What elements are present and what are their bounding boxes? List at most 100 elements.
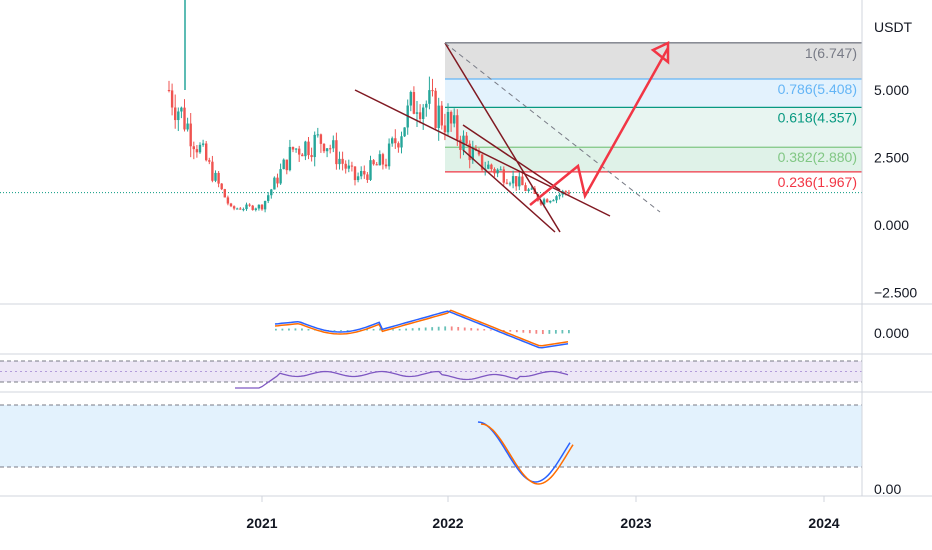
macd-histogram-bar — [366, 329, 368, 331]
macd-panel[interactable] — [274, 309, 570, 349]
macd-histogram-bar — [294, 328, 297, 331]
candle-body — [508, 183, 512, 185]
wedge-upper-line[interactable] — [462, 124, 561, 191]
candle-body — [279, 169, 282, 184]
stoch-k-line — [477, 421, 571, 483]
candle-body — [223, 189, 226, 198]
candle-body — [539, 200, 543, 205]
candle-body — [257, 204, 261, 209]
macd-histogram-bar — [457, 326, 460, 331]
macd-line — [274, 310, 569, 349]
candle-body — [567, 192, 571, 194]
candle-body — [192, 146, 195, 150]
candle-body — [363, 170, 366, 175]
dashed-trend-line[interactable] — [444, 42, 661, 213]
candle-body — [521, 176, 524, 186]
macd-histogram-bar — [470, 328, 473, 331]
macd-histogram-bar — [561, 330, 564, 334]
candle-body — [487, 164, 490, 169]
macd-histogram-bar — [535, 330, 538, 334]
fibonacci-retracement[interactable]: 1(6.747) 0.786(5.408) 0.618(4.357) 0.382(2.… — [445, 42, 862, 190]
macd-histogram-bar — [372, 328, 375, 331]
time-axis[interactable]: 2021 2022 2023 2024 — [246, 496, 840, 531]
candle-body — [229, 203, 233, 207]
macd-signal-line — [274, 309, 569, 347]
macd-histogram-bar — [379, 328, 381, 331]
candle-body — [211, 161, 214, 181]
candle-body — [431, 90, 434, 92]
stochastic-panel[interactable] — [0, 404, 862, 485]
rsi-line — [235, 370, 569, 389]
candle-body — [282, 159, 285, 170]
trend-drawings[interactable] — [354, 41, 670, 233]
candle-body — [493, 169, 496, 174]
candle-body — [443, 125, 447, 133]
candle-body — [552, 200, 555, 202]
projection-arrow-path[interactable] — [529, 47, 670, 206]
candle-body — [397, 143, 400, 148]
candle-body — [502, 169, 505, 183]
candle-body — [372, 160, 375, 165]
currency-label: USDT — [874, 19, 913, 35]
time-tick-label: 2023 — [620, 515, 651, 531]
macd-histogram-bar — [275, 328, 277, 331]
macd-histogram-bar — [307, 328, 310, 331]
macd-histogram-bar — [476, 328, 479, 331]
candle-body — [555, 196, 558, 201]
candle-body — [239, 208, 242, 210]
macd-histogram-bar — [444, 326, 447, 331]
candle-body — [236, 208, 239, 210]
candle-body — [499, 169, 502, 171]
candle-body — [459, 139, 462, 150]
candle-body — [524, 185, 527, 191]
candle-body — [316, 134, 319, 136]
fib-level-label: 0.382(2.880) — [778, 149, 857, 165]
candle-body — [456, 115, 459, 140]
candle-body — [338, 158, 341, 165]
candle-body — [201, 143, 205, 145]
macd-histogram-bar — [548, 330, 551, 334]
candle-body — [260, 204, 264, 210]
price-tick-label: 5.000 — [874, 82, 909, 98]
wedge-lower-line[interactable] — [462, 149, 556, 233]
candle-body — [480, 154, 484, 170]
candle-body — [505, 182, 509, 184]
candle-body — [251, 205, 254, 210]
candle-body — [254, 208, 257, 210]
fib-level-label: 0.236(1.967) — [778, 174, 857, 190]
candle-body — [418, 112, 422, 120]
candle-body — [208, 160, 211, 162]
time-tick-label: 2022 — [432, 515, 463, 531]
candle-body — [195, 149, 199, 153]
macd-histogram-bar — [509, 330, 512, 332]
candle-body — [177, 111, 180, 121]
macd-histogram-bar — [450, 326, 453, 331]
macd-histogram-bar — [392, 329, 394, 331]
candle-body — [347, 165, 350, 169]
candle-body — [350, 165, 354, 167]
candle-body — [369, 160, 372, 180]
candle-body — [446, 111, 450, 133]
macd-histogram-bar — [502, 330, 505, 332]
rsi-panel[interactable] — [0, 360, 862, 389]
macd-histogram-bar — [483, 329, 486, 331]
candle-body — [248, 204, 251, 206]
candle-body — [273, 177, 276, 190]
channel-upper-line[interactable] — [354, 89, 611, 217]
price-axis[interactable]: 5.000 2.500 0.000 −2.500 — [874, 82, 917, 301]
candle-body — [307, 141, 310, 156]
macd-histogram-bar — [281, 328, 284, 331]
candle-body — [378, 154, 381, 166]
candle-body — [490, 164, 493, 170]
candle-body — [180, 107, 183, 112]
candle-body — [189, 123, 192, 147]
candle-body — [511, 176, 515, 184]
macd-histogram-bar — [437, 326, 440, 331]
channel-lower-line[interactable] — [444, 42, 561, 233]
candle-body — [174, 107, 177, 121]
candle-body — [409, 92, 412, 106]
candle-body — [468, 143, 471, 161]
candle-body — [322, 143, 326, 152]
candle-body — [530, 188, 533, 190]
